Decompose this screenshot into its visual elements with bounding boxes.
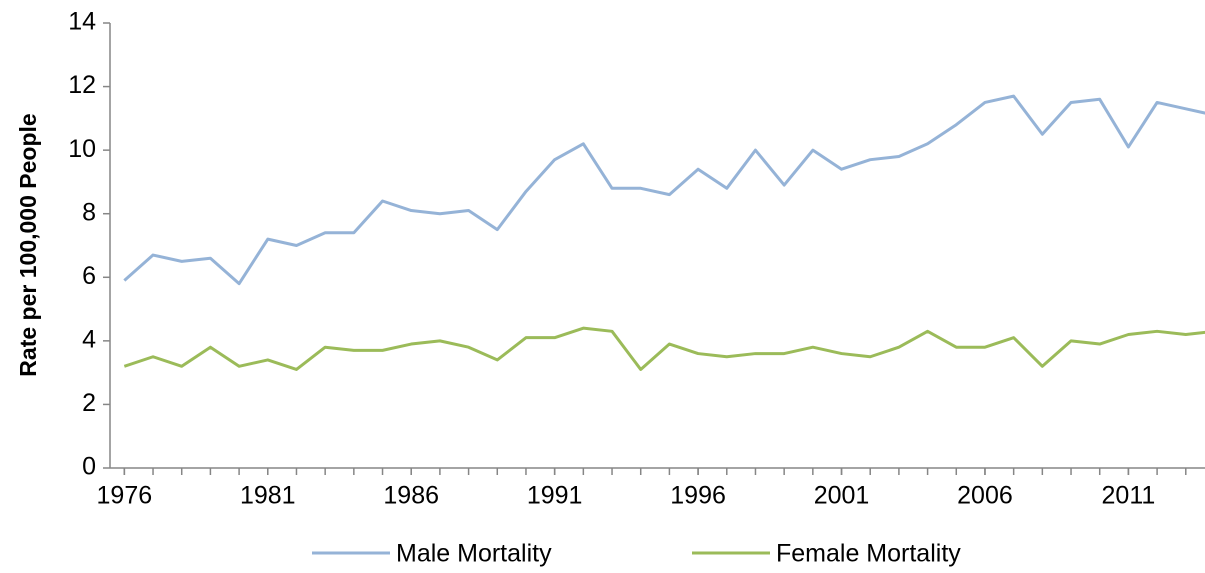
y-tick-label: 12 xyxy=(68,71,96,99)
y-tick-label: 6 xyxy=(82,262,96,290)
x-tick-label: 2006 xyxy=(957,482,1013,510)
y-axis-label: Rate per 100,000 People xyxy=(15,113,41,376)
y-tick-label: 0 xyxy=(82,453,96,481)
y-tick-label: 14 xyxy=(68,8,96,36)
legend-label: Male Mortality xyxy=(396,540,552,568)
x-tick-label: 1991 xyxy=(527,482,583,510)
y-tick-label: 2 xyxy=(82,389,96,417)
legend-label: Female Mortality xyxy=(776,540,961,568)
y-tick-label: 4 xyxy=(82,325,96,353)
y-tick-label: 10 xyxy=(68,135,96,163)
x-tick-label: 1981 xyxy=(240,482,296,510)
line-series xyxy=(123,94,1205,286)
line-series xyxy=(123,326,1205,371)
y-tick-label: 8 xyxy=(82,198,96,226)
x-tick-label: 1986 xyxy=(383,482,439,510)
x-tick-label: 1996 xyxy=(670,482,726,510)
plot-area xyxy=(123,94,1205,371)
x-tick-label: 2001 xyxy=(814,482,870,510)
x-tick-label: 2011 xyxy=(1102,482,1156,510)
x-tick-label: 1976 xyxy=(97,482,153,510)
